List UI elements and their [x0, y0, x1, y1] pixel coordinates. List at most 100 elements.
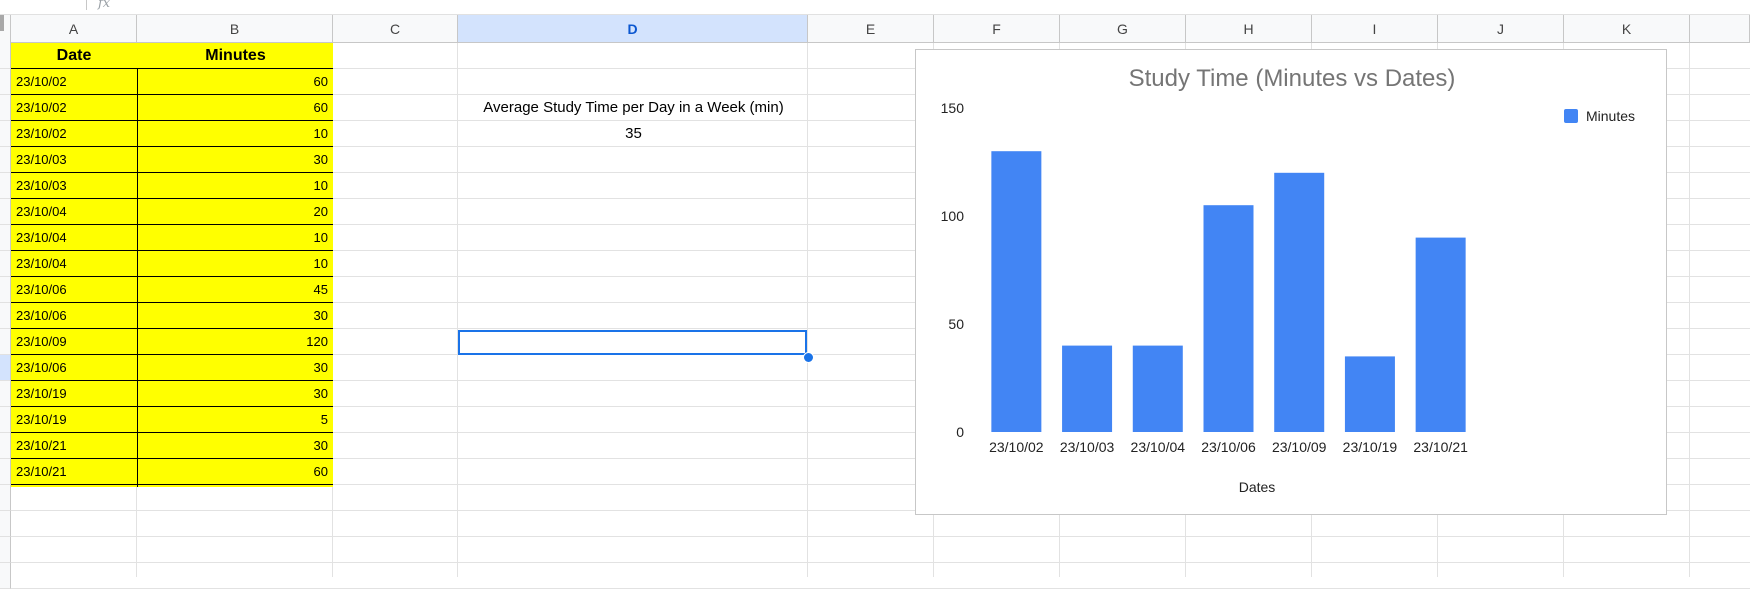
row-header[interactable]: [0, 329, 11, 355]
fill-handle[interactable]: [803, 352, 814, 363]
legend-swatch: [1564, 109, 1578, 123]
date-cell[interactable]: 23/10/06: [16, 360, 67, 375]
grid-hline: [11, 536, 1750, 537]
column-header-c[interactable]: C: [333, 15, 458, 43]
legend-label: Minutes: [1586, 108, 1635, 124]
minutes-cell[interactable]: 30: [313, 152, 328, 167]
minutes-cell[interactable]: 5: [320, 412, 328, 427]
grid-hline: [11, 354, 1750, 355]
table-border-line: [11, 380, 333, 381]
date-cell[interactable]: 23/10/03: [16, 152, 67, 167]
summary-label-cell[interactable]: Average Study Time per Day in a Week (mi…: [483, 99, 784, 116]
table-border-line: [11, 354, 333, 355]
minutes-cell[interactable]: 60: [313, 464, 328, 479]
column-header-filler: [1690, 15, 1750, 43]
date-cell[interactable]: 23/10/06: [16, 308, 67, 323]
minutes-cell[interactable]: 30: [313, 438, 328, 453]
table-border-line: [11, 120, 333, 121]
minutes-cell[interactable]: 10: [313, 126, 328, 141]
column-header-a[interactable]: A: [11, 15, 137, 43]
row-header[interactable]: [0, 303, 11, 329]
column-header-k[interactable]: K: [1564, 15, 1690, 43]
grid-hline: [11, 146, 1750, 147]
grid-hline: [11, 328, 1750, 329]
table-border-line: [11, 68, 333, 69]
y-tick-label: 50: [948, 316, 964, 332]
row-header[interactable]: [0, 121, 11, 147]
minutes-cell[interactable]: 45: [313, 282, 328, 297]
column-header-h[interactable]: H: [1186, 15, 1312, 43]
embedded-chart[interactable]: Study Time (Minutes vs Dates) 0 50 100 150 23…: [915, 49, 1667, 515]
row-header[interactable]: [0, 147, 11, 173]
summary-value-cell[interactable]: 35: [625, 125, 642, 142]
header-date-cell[interactable]: Date: [56, 47, 92, 64]
row-header[interactable]: [0, 511, 11, 537]
row-header[interactable]: [0, 381, 11, 407]
row-header[interactable]: [0, 563, 11, 589]
active-cell-selection[interactable]: [458, 330, 807, 355]
row-header[interactable]: [0, 537, 11, 563]
freeze-handle[interactable]: [0, 15, 4, 31]
column-header-f[interactable]: F: [934, 15, 1060, 43]
date-cell[interactable]: 23/10/04: [16, 204, 67, 219]
minutes-cell[interactable]: 30: [313, 308, 328, 323]
date-cell[interactable]: 23/10/03: [16, 178, 67, 193]
grid-hline: [11, 94, 1750, 95]
date-cell[interactable]: 23/10/04: [16, 230, 67, 245]
column-header-e[interactable]: E: [808, 15, 934, 43]
date-cell[interactable]: 23/10/21: [16, 464, 67, 479]
date-cell[interactable]: 23/10/02: [16, 100, 67, 115]
row-header[interactable]: [0, 485, 11, 511]
minutes-cell[interactable]: 10: [313, 178, 328, 193]
bar-23/10/09: [1274, 172, 1325, 433]
bar-23/10/21: [1415, 237, 1466, 432]
date-cell[interactable]: 23/10/02: [16, 126, 67, 141]
grid-hline: [11, 250, 1750, 251]
column-header-j[interactable]: J: [1438, 15, 1564, 43]
date-cell[interactable]: 23/10/19: [16, 412, 67, 427]
column-header-i[interactable]: I: [1312, 15, 1438, 43]
minutes-cell[interactable]: 60: [313, 74, 328, 89]
table-border-line: [11, 94, 333, 95]
row-header[interactable]: [0, 43, 11, 69]
date-cell[interactable]: 23/10/02: [16, 74, 67, 89]
chart-canvas: Study Time (Minutes vs Dates) 0 50 100 150 23…: [941, 65, 1635, 495]
x-tick-label: 23/10/21: [1413, 439, 1468, 455]
row-header[interactable]: [0, 277, 11, 303]
row-header[interactable]: [0, 407, 11, 433]
table-border-line: [11, 172, 333, 173]
minutes-cell[interactable]: 10: [313, 256, 328, 271]
date-cell[interactable]: 23/10/09: [16, 334, 67, 349]
date-cell[interactable]: 23/10/21: [16, 438, 67, 453]
minutes-cell[interactable]: 30: [313, 360, 328, 375]
row-header[interactable]: [0, 251, 11, 277]
row-header[interactable]: [0, 69, 11, 95]
grid-vline: [807, 43, 808, 577]
row-header[interactable]: [0, 173, 11, 199]
y-tick-label: 100: [941, 208, 965, 224]
row-header[interactable]: [0, 199, 11, 225]
minutes-cell[interactable]: 10: [313, 230, 328, 245]
row-header[interactable]: [0, 433, 11, 459]
table-border-line: [11, 198, 333, 199]
header-minutes-cell[interactable]: Minutes: [205, 47, 266, 64]
date-cell[interactable]: 23/10/06: [16, 282, 67, 297]
row-header[interactable]: [0, 225, 11, 251]
grid-hline: [11, 484, 1750, 485]
table-border-line: [11, 250, 333, 251]
date-cell[interactable]: 23/10/04: [16, 256, 67, 271]
column-header-g[interactable]: G: [1060, 15, 1186, 43]
row-header[interactable]: [0, 355, 11, 381]
grid-hline: [11, 276, 1750, 277]
minutes-cell[interactable]: 20: [313, 204, 328, 219]
minutes-cell[interactable]: 120: [306, 334, 328, 349]
column-header-d[interactable]: D: [458, 15, 808, 43]
minutes-cell[interactable]: 30: [313, 386, 328, 401]
column-header-b[interactable]: B: [137, 15, 333, 43]
minutes-cell[interactable]: 60: [313, 100, 328, 115]
grid-hline: [11, 68, 1750, 69]
table-border-line: [11, 328, 333, 329]
row-header[interactable]: [0, 95, 11, 121]
row-header[interactable]: [0, 459, 11, 485]
date-cell[interactable]: 23/10/19: [16, 386, 67, 401]
